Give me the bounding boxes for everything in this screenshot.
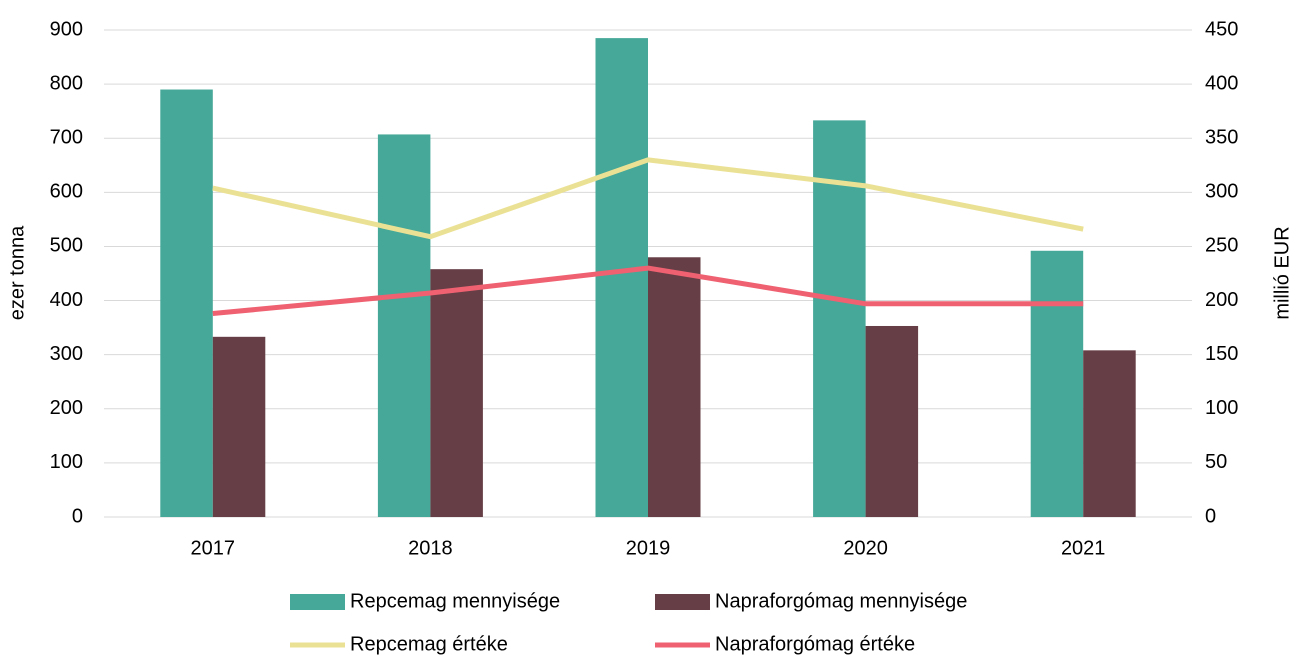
line xyxy=(212,157,1084,240)
bar xyxy=(212,336,266,517)
y-tick-label: 300 xyxy=(50,343,83,365)
x-tick-label: 2018 xyxy=(408,537,453,559)
y2-tick-label: 350 xyxy=(1205,127,1238,149)
bar xyxy=(1083,350,1136,517)
y-tick-label: 900 xyxy=(50,18,83,40)
legend-label: Repcemag értéke xyxy=(350,633,508,655)
line xyxy=(212,265,1084,317)
y2-tick-label: 300 xyxy=(1205,181,1238,203)
legend-swatch xyxy=(655,594,710,610)
y2-tick-label: 150 xyxy=(1205,343,1238,365)
y-tick-label: 0 xyxy=(72,505,83,527)
legend-label: Napraforgómag értéke xyxy=(715,633,915,655)
legend-label: Repcemag mennyisége xyxy=(350,590,560,612)
bar xyxy=(1030,250,1084,518)
y2-tick-label: 100 xyxy=(1205,397,1238,419)
y2-tick-label: 0 xyxy=(1205,505,1216,527)
y2-tick-label: 250 xyxy=(1205,235,1238,257)
bar xyxy=(160,89,213,518)
x-tick-label: 2019 xyxy=(626,537,671,559)
y2-tick-label: 400 xyxy=(1205,72,1238,94)
y-tick-label: 100 xyxy=(50,451,83,473)
y-tick-label: 500 xyxy=(50,235,83,257)
y-axis-label: ezer tonna xyxy=(6,225,28,320)
y2-tick-label: 50 xyxy=(1205,451,1227,473)
bar xyxy=(377,134,431,517)
y2-tick-label: 200 xyxy=(1205,289,1238,311)
y-tick-label: 700 xyxy=(50,127,83,149)
bar xyxy=(595,38,648,517)
bar xyxy=(648,257,701,517)
y2-axis-label: millió EUR xyxy=(1271,226,1293,319)
y2-tick-label: 450 xyxy=(1205,18,1238,40)
x-tick-label: 2020 xyxy=(843,537,888,559)
bar xyxy=(430,269,483,517)
legend-swatch xyxy=(290,594,345,610)
y-tick-label: 600 xyxy=(50,181,83,203)
bar xyxy=(865,325,919,517)
x-tick-label: 2017 xyxy=(191,537,236,559)
y-tick-label: 200 xyxy=(50,397,83,419)
y-tick-label: 400 xyxy=(50,289,83,311)
y-tick-label: 800 xyxy=(50,72,83,94)
x-tick-label: 2021 xyxy=(1061,537,1106,559)
legend-label: Napraforgómag mennyisége xyxy=(715,590,967,612)
